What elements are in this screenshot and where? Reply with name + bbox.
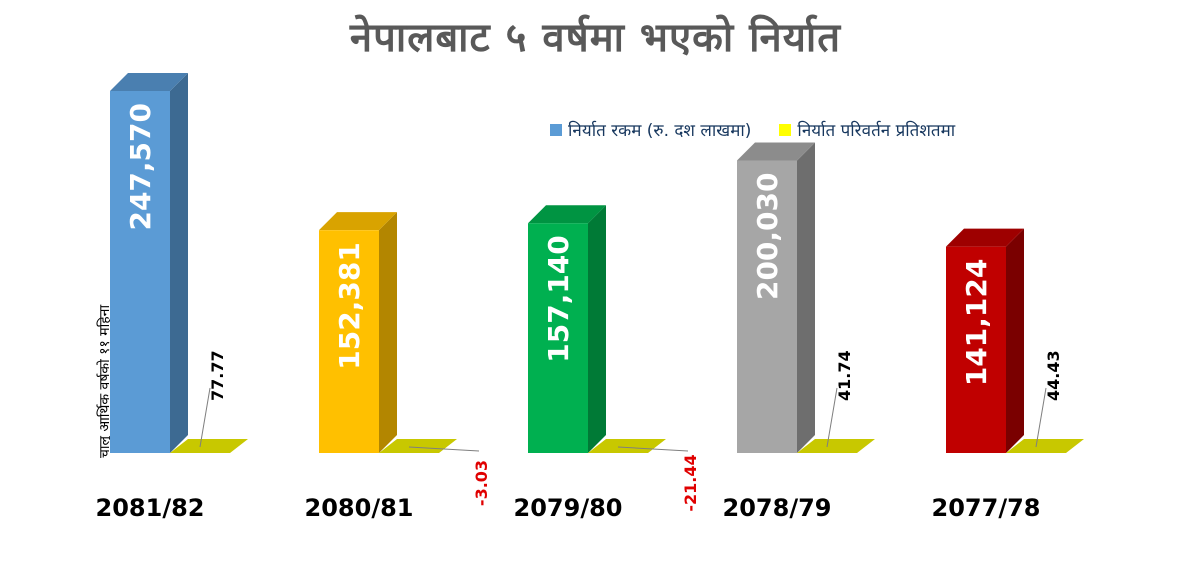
pct-value-label: 41.74 [835, 350, 854, 401]
category-label: 2077/78 [932, 494, 1041, 522]
chart-title: नेपालबाट ५ वर्षमा भएको निर्यात [349, 15, 842, 61]
bar-value-label: 247,570 [124, 103, 157, 231]
chart-legend: निर्यात रकम (रु. दश लाखमा) निर्यात परिवर… [550, 118, 955, 141]
pct-marker [379, 439, 457, 453]
bar-top [946, 228, 1024, 247]
category-label: 2078/79 [723, 494, 832, 522]
pct-marker [170, 439, 248, 453]
pct-value-label: -21.44 [681, 454, 700, 511]
bar-side [379, 212, 397, 453]
bar-export-amount [528, 223, 588, 453]
category-label: 2079/80 [514, 494, 623, 522]
legend-item-export-change: निर्यात परिवर्तन प्रतिशतमा [779, 118, 955, 141]
pct-leader-line [1035, 387, 1047, 448]
category-label: 2081/82 [96, 494, 205, 522]
bar-side [1006, 228, 1024, 453]
bar-value-label: 141,124 [960, 259, 993, 387]
pct-leader-line [826, 387, 838, 448]
legend-swatch-export-change [779, 123, 792, 136]
pct-value-label: -3.03 [472, 460, 491, 506]
pct-value-label: 44.43 [1044, 350, 1063, 401]
legend-swatch-export-amount [550, 123, 562, 136]
pct-leader-line [617, 446, 689, 452]
pct-leader-line [408, 446, 480, 452]
pct-marker [588, 439, 666, 453]
bar-export-amount [110, 91, 170, 453]
bar-side [170, 73, 188, 453]
bar-side [588, 205, 606, 453]
legend-label-export-change: निर्यात परिवर्तन प्रतिशतमा [797, 121, 956, 141]
bar-top [528, 205, 606, 224]
legend-label-export-amount: निर्यात रकम (रु. दश लाखमा) [568, 121, 752, 141]
pct-value-label: 77.77 [208, 350, 227, 401]
category-label: 2080/81 [305, 494, 414, 522]
bar-top [110, 73, 188, 91]
bar-value-label: 157,140 [542, 235, 575, 363]
pct-leader-line [199, 387, 211, 448]
legend-item-export-amount: निर्यात रकम (रु. दश लाखमा) [550, 118, 751, 141]
bar-export-amount [737, 160, 797, 453]
bar-top [737, 142, 815, 161]
bar-value-label: 200,030 [751, 173, 784, 301]
bar-export-amount [946, 246, 1006, 453]
bar-value-label: 152,381 [333, 242, 366, 370]
bar-export-amount [319, 230, 379, 453]
pct-marker [1006, 439, 1084, 453]
pct-marker [797, 439, 875, 453]
bar-top [319, 212, 397, 231]
bar-side [797, 142, 815, 453]
